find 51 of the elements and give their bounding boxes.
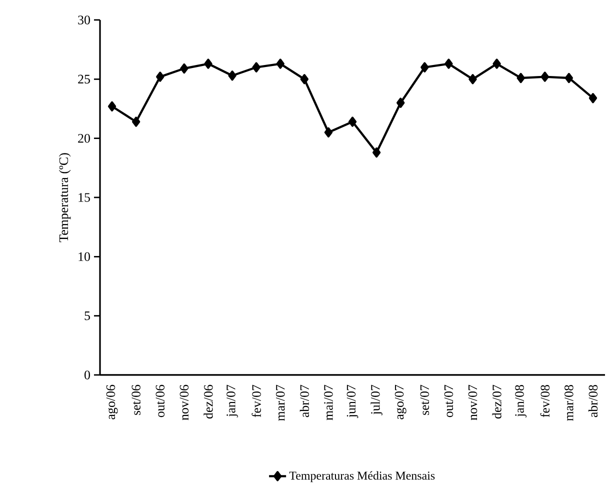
y-axis-title: Temperatura (ºC) bbox=[58, 153, 71, 242]
x-tick-label: out/07 bbox=[444, 384, 454, 418]
y-tick-label: 5 bbox=[84, 312, 90, 320]
y-tick-label: 0 bbox=[84, 370, 90, 380]
x-tick-label: set/07 bbox=[420, 384, 430, 415]
x-tick-label: dez/06 bbox=[204, 384, 213, 419]
x-tick-label: fev/08 bbox=[540, 384, 550, 418]
point bbox=[132, 116, 140, 127]
x-tick-label: jan/08 bbox=[515, 384, 527, 418]
point bbox=[108, 101, 116, 112]
point bbox=[588, 93, 598, 104]
point bbox=[180, 63, 188, 74]
point bbox=[204, 58, 212, 69]
point bbox=[228, 70, 236, 81]
y-tick-label: 10 bbox=[78, 252, 90, 262]
point bbox=[396, 98, 405, 108]
point bbox=[276, 58, 284, 69]
point bbox=[468, 74, 477, 84]
point bbox=[420, 62, 429, 72]
point bbox=[300, 74, 308, 84]
x-tick-label: nov/06 bbox=[180, 384, 189, 420]
x-tick-label: dez/07 bbox=[492, 384, 502, 419]
legend-label: Temperaturas Médias Mensais bbox=[289, 471, 435, 482]
x-tick-label: out/06 bbox=[156, 384, 164, 418]
point bbox=[492, 58, 501, 69]
y-tick-label: 15 bbox=[78, 193, 90, 202]
x-tick-label: mar/08 bbox=[564, 384, 574, 421]
x-tick-label: nov/07 bbox=[468, 384, 478, 420]
point bbox=[444, 58, 453, 69]
point bbox=[564, 72, 574, 84]
x-tick-label: ago/07 bbox=[394, 384, 406, 420]
y-tick-label: 30 bbox=[78, 16, 90, 24]
y-tick-label: 20 bbox=[78, 134, 90, 143]
x-tick-label: jan/07 bbox=[226, 384, 238, 418]
point bbox=[324, 127, 333, 138]
x-tick-label: mar/07 bbox=[276, 384, 285, 421]
point bbox=[372, 147, 381, 158]
point bbox=[252, 62, 260, 72]
x-tick-label: jun/07 bbox=[346, 384, 358, 418]
point bbox=[540, 72, 549, 82]
point bbox=[348, 116, 357, 127]
x-tick-label: abr/07 bbox=[300, 384, 309, 418]
x-tick-label: fev/07 bbox=[252, 384, 261, 418]
x-tick-label: ago/06 bbox=[106, 384, 118, 420]
x-tick-label: mai/07 bbox=[324, 384, 333, 420]
x-tick-label: abr/08 bbox=[588, 384, 598, 418]
point bbox=[156, 72, 164, 82]
y-tick-label: 25 bbox=[78, 74, 90, 84]
x-tick-label: jul/07 bbox=[370, 384, 382, 416]
point bbox=[516, 72, 525, 84]
x-tick-label: set/06 bbox=[132, 384, 140, 415]
